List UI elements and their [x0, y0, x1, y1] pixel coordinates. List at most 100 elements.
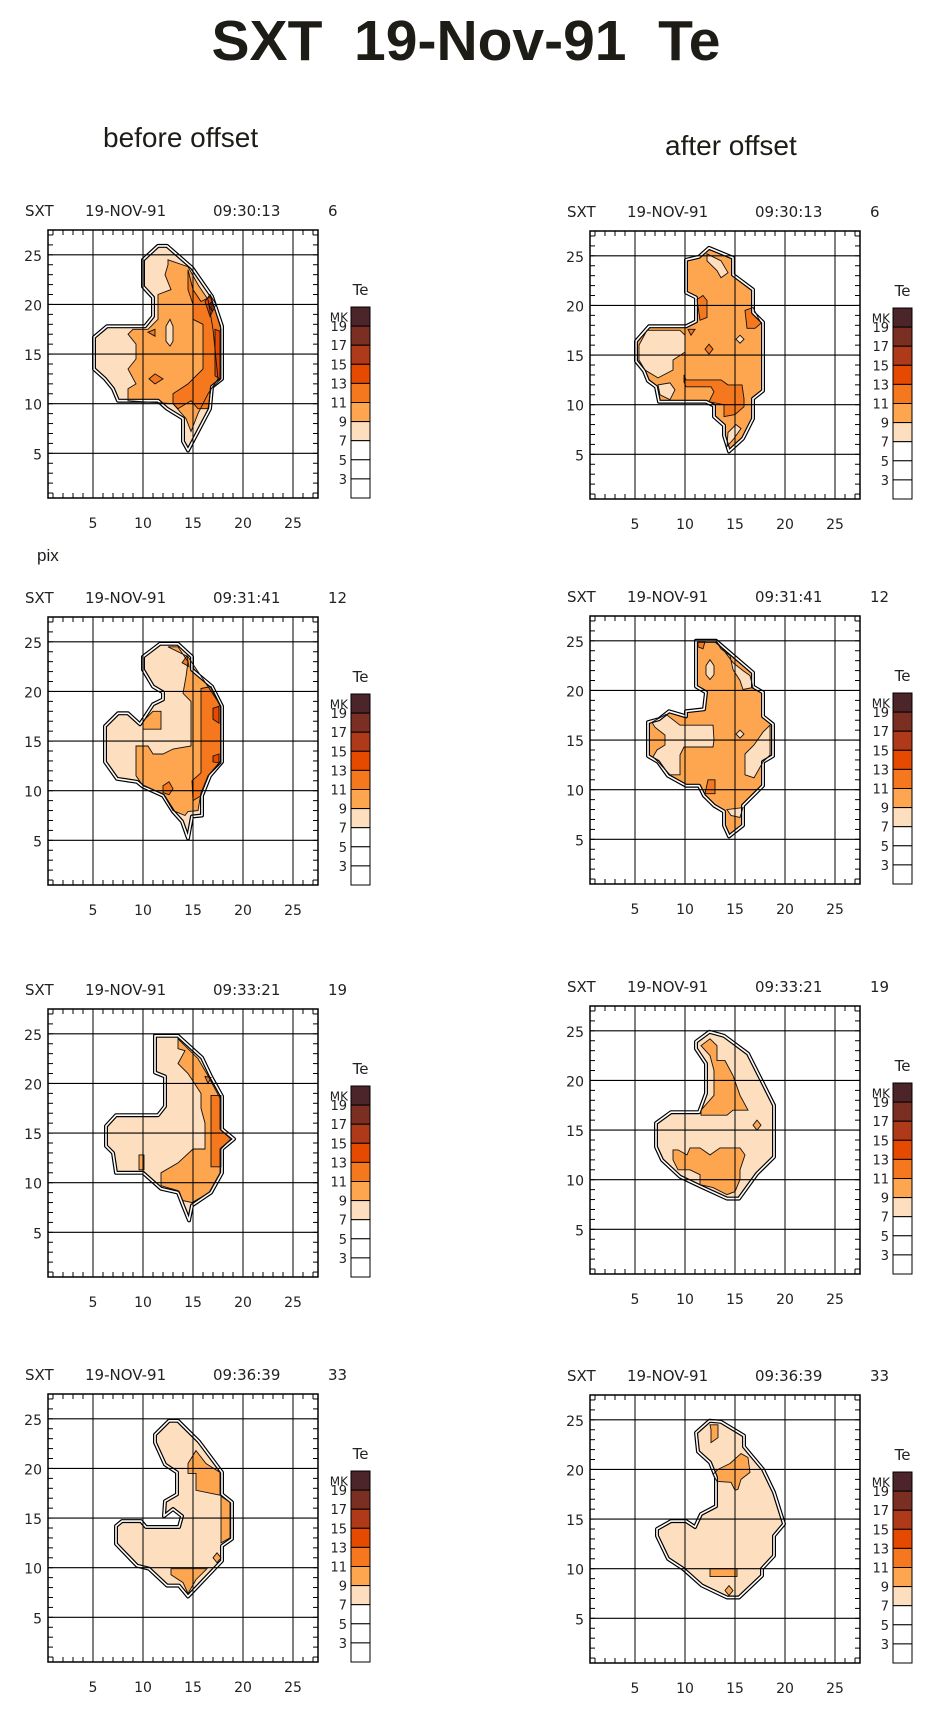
colorbar-segment — [892, 807, 913, 828]
y-tick-label: 20 — [24, 298, 42, 314]
colorbar-segment — [892, 1567, 913, 1588]
outer-contour-line-inner — [93, 245, 223, 452]
colorbar-segment — [350, 1085, 371, 1106]
colorbar-segment — [350, 1219, 371, 1240]
colorbar-label: 15 — [872, 1134, 889, 1149]
colorbar-segment — [350, 1508, 371, 1529]
panel-header-time: 09:36:39 — [213, 1366, 280, 1384]
colorbar-segment — [892, 1101, 913, 1122]
colorbar-label: 15 — [330, 1137, 347, 1152]
colorbar-label: 13 — [330, 764, 347, 779]
contour-line-te-11 — [744, 306, 762, 329]
colorbar-label: 5 — [881, 1230, 889, 1245]
colorbar-segment — [892, 1178, 913, 1199]
colorbar-unit: MK — [872, 312, 891, 326]
colorbar-segment — [350, 712, 371, 733]
colorbar-unit: MK — [330, 698, 349, 712]
colorbar-segment — [350, 325, 371, 346]
te-map-panel: SXT 19-NOV-91 09:36:39 33 5 10 15 20 25 5 10 15 20 25… — [24, 1366, 371, 1696]
colorbar-segment — [892, 826, 913, 847]
colorbar-label: 13 — [872, 1542, 889, 1557]
contour-line-te-11 — [181, 654, 190, 668]
colorbar-segment — [892, 1509, 913, 1530]
contour-line-te-13 — [212, 753, 220, 764]
contour-line-te-7 — [705, 658, 715, 681]
colorbar-segment — [350, 1123, 371, 1144]
colorbar-segment — [892, 1605, 913, 1626]
x-tick-label: 10 — [676, 1292, 694, 1308]
colorbar-segment — [350, 1200, 371, 1221]
panel-header-time: 09:33:21 — [213, 981, 280, 999]
colorbar-label: 9 — [339, 803, 347, 818]
colorbar-label: 9 — [339, 1195, 347, 1210]
y-tick-label: 15 — [24, 735, 42, 751]
x-tick-label: 5 — [89, 903, 98, 919]
panel-header-date: 19-NOV-91 — [85, 981, 166, 999]
outer-contour-line-inner — [635, 247, 764, 453]
contour-fill-te-9 — [710, 1424, 718, 1443]
y-tick-label: 25 — [24, 636, 42, 652]
y-tick-label: 5 — [33, 834, 42, 850]
colorbar-label: 11 — [330, 784, 347, 799]
colorbar-label: 5 — [339, 454, 347, 469]
colorbar-label: 7 — [339, 1599, 347, 1614]
colorbar-label: 13 — [872, 1153, 889, 1168]
y-tick-label: 10 — [24, 1177, 42, 1193]
x-tick-label: 25 — [826, 1681, 844, 1697]
colorbar-label: 15 — [872, 744, 889, 759]
panel-header-date: 19-NOV-91 — [85, 589, 166, 607]
y-tick-label: 20 — [24, 1462, 42, 1478]
plot-frame — [47, 1393, 319, 1663]
colorbar-label: 11 — [330, 397, 347, 412]
panel-header-index: 6 — [870, 203, 880, 221]
x-tick-label: 25 — [826, 1292, 844, 1308]
y-tick-label: 20 — [24, 685, 42, 701]
colorbar-segment — [892, 403, 913, 424]
colorbar-label: 9 — [881, 802, 889, 817]
colorbar-label: 13 — [330, 1541, 347, 1556]
y-tick-label: 5 — [575, 833, 584, 849]
x-tick-label: 10 — [676, 517, 694, 533]
contour-line-te-7 — [638, 329, 686, 379]
contour-line-te-11 — [204, 1075, 212, 1085]
colorbar-segment — [892, 1624, 913, 1645]
colorbar-label: 11 — [330, 1176, 347, 1191]
contour-line-te-11 — [210, 1094, 232, 1168]
panel-header-date: 19-NOV-91 — [85, 1366, 166, 1384]
colorbar-label: 3 — [339, 1637, 347, 1652]
colorbar-title: Te — [352, 1445, 369, 1463]
contour-line-te-7 — [735, 334, 745, 344]
x-tick-label: 15 — [726, 902, 744, 918]
colorbar-label: 19 — [330, 320, 347, 335]
colorbar-segment — [350, 1546, 371, 1567]
colorbar-segment — [350, 1181, 371, 1202]
panel-header-instrument: SXT — [567, 588, 597, 606]
x-tick-label: 15 — [184, 1295, 202, 1311]
colorbar-label: 9 — [881, 417, 889, 432]
te-map-panel: SXT 19-NOV-91 09:36:39 33 5 10 15 20 25 5 10 15 20 25… — [566, 1367, 913, 1697]
colorbar-segment — [892, 1254, 913, 1275]
contour-line-te-11 — [704, 343, 714, 355]
colorbar-segment — [350, 344, 371, 365]
plot-frame — [589, 615, 861, 885]
colorbar-unit: MK — [330, 1475, 349, 1489]
column-label-before-offset: before offset — [103, 122, 259, 153]
colorbar-segment — [350, 1527, 371, 1548]
colorbar-segment — [892, 692, 913, 713]
colorbar-label: 17 — [330, 1118, 347, 1133]
colorbar-title: Te — [352, 281, 369, 299]
panel-header-index: 12 — [870, 588, 889, 606]
colorbar-title: Te — [894, 1446, 911, 1464]
colorbar-segment — [350, 421, 371, 442]
y-tick-label: 15 — [566, 1124, 584, 1140]
colorbar-segment — [892, 864, 913, 885]
colorbar-label: 9 — [339, 1580, 347, 1595]
colorbar-segment — [892, 1139, 913, 1160]
y-tick-label: 10 — [566, 1174, 584, 1190]
x-tick-label: 15 — [726, 1292, 744, 1308]
panel-header-instrument: SXT — [25, 202, 55, 220]
colorbar-unit: MK — [872, 697, 891, 711]
outer-contour-line-inner — [655, 1031, 775, 1200]
y-tick-label: 25 — [24, 249, 42, 265]
